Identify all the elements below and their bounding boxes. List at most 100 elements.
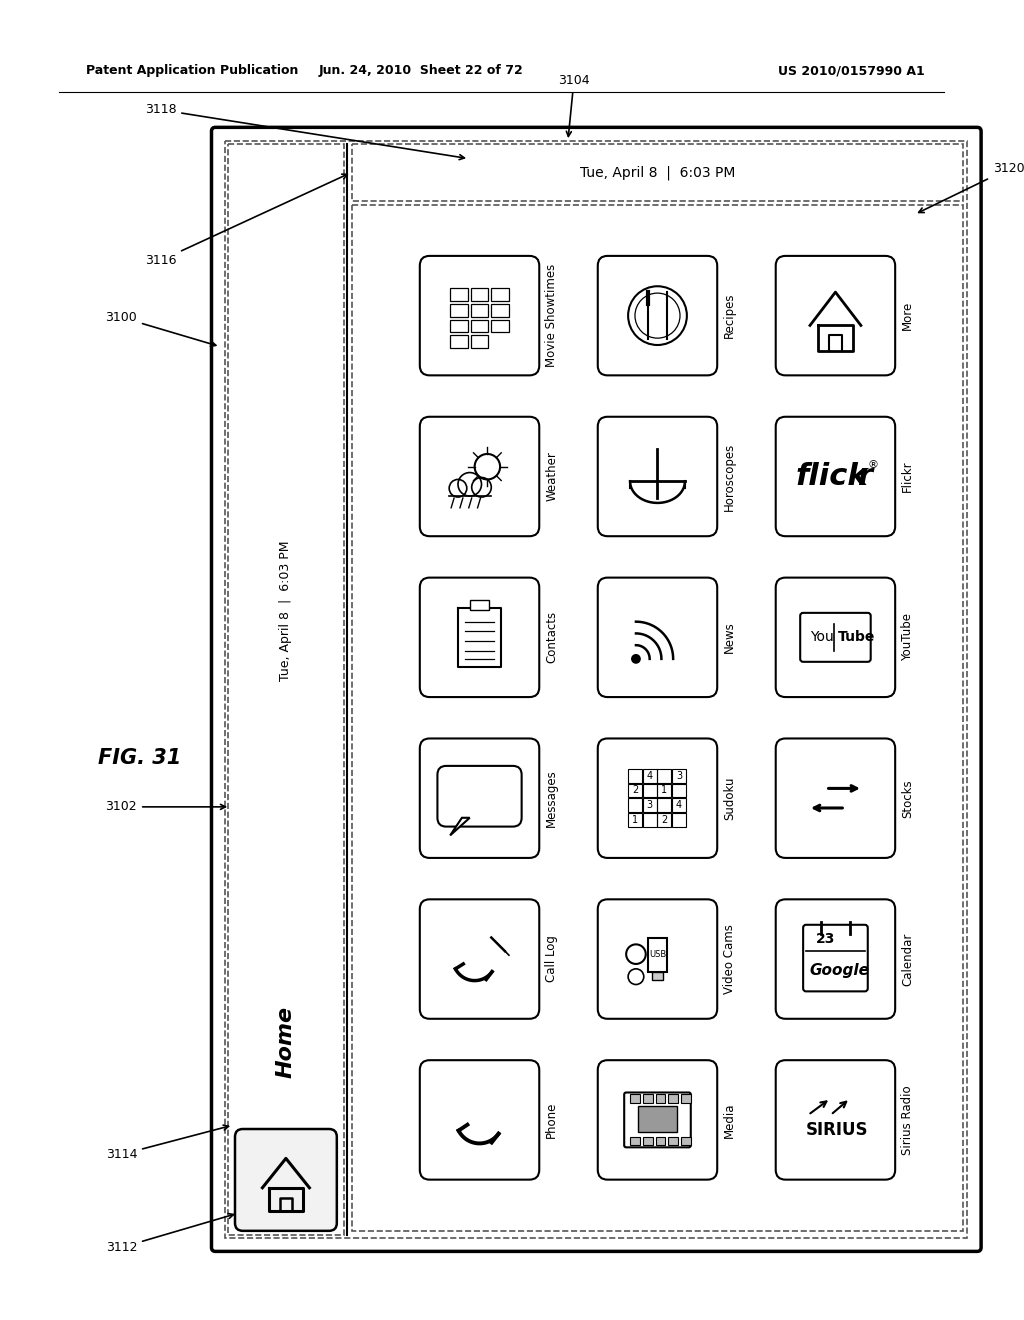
Text: Calendar: Calendar [901,932,914,986]
Bar [471,335,488,348]
Text: Media: Media [723,1102,736,1138]
Bar [451,304,468,317]
FancyBboxPatch shape [234,1129,337,1230]
Bar [471,304,488,317]
FancyBboxPatch shape [800,612,870,661]
Text: ®: ® [867,459,879,470]
Bar [643,1094,652,1104]
FancyBboxPatch shape [598,256,717,375]
Text: Weather: Weather [545,451,558,502]
Bar [628,768,642,783]
FancyBboxPatch shape [420,1060,540,1180]
Text: News: News [723,622,736,653]
FancyBboxPatch shape [598,738,717,858]
Text: 3: 3 [676,771,682,780]
Text: You: You [810,631,834,644]
Text: 3100: 3100 [105,310,216,346]
Bar [628,813,642,826]
Text: r: r [857,462,872,491]
Bar [225,141,968,1238]
Text: flick: flick [796,462,868,491]
Bar [451,335,468,348]
Bar [643,784,656,797]
Bar [628,784,642,797]
FancyBboxPatch shape [598,578,717,697]
Bar [471,319,488,333]
Text: 1: 1 [662,785,668,796]
Text: SIRIUS: SIRIUS [806,1121,868,1139]
FancyBboxPatch shape [420,256,540,375]
FancyBboxPatch shape [776,578,895,697]
Bar [492,288,509,301]
Text: 3116: 3116 [144,174,347,267]
Text: Contacts: Contacts [545,611,558,664]
Bar [669,1137,678,1146]
FancyBboxPatch shape [776,738,895,858]
Text: Recipes: Recipes [723,293,736,338]
FancyBboxPatch shape [776,256,895,375]
Text: Sudoku: Sudoku [723,776,736,820]
Text: 4: 4 [676,800,682,810]
Text: 3102: 3102 [105,800,225,813]
Bar [681,1094,691,1104]
Text: US 2010/0157990 A1: US 2010/0157990 A1 [778,65,926,77]
Bar [638,1106,677,1131]
Text: Movie Showtimes: Movie Showtimes [545,264,558,367]
Text: Tue, April 8  |  6:03 PM: Tue, April 8 | 6:03 PM [280,541,293,681]
Text: 3118: 3118 [144,103,465,160]
Text: Messages: Messages [545,770,558,828]
Bar [648,937,668,972]
FancyBboxPatch shape [598,417,717,536]
Bar [451,288,468,301]
Circle shape [631,653,641,664]
FancyBboxPatch shape [420,899,540,1019]
Bar [643,768,656,783]
Text: 2: 2 [662,814,668,825]
Text: Video Cams: Video Cams [723,924,736,994]
Bar [630,1137,640,1146]
Bar [672,799,686,812]
Bar [451,319,468,333]
Text: 23: 23 [816,932,836,946]
Bar [351,144,964,201]
Text: More: More [901,301,914,330]
Text: USB: USB [649,949,667,958]
Bar [657,813,671,826]
FancyBboxPatch shape [776,417,895,536]
Text: Tue, April 8  |  6:03 PM: Tue, April 8 | 6:03 PM [580,165,735,180]
FancyBboxPatch shape [803,925,867,991]
Text: Patent Application Publication: Patent Application Publication [86,65,299,77]
Text: Home: Home [275,1006,296,1078]
Text: FIG. 31: FIG. 31 [98,748,181,768]
Text: 3112: 3112 [105,1213,233,1254]
Bar [672,784,686,797]
Bar [351,205,964,1230]
Text: Flickr: Flickr [901,461,914,492]
Bar [471,288,488,301]
Text: 4: 4 [646,771,652,780]
FancyBboxPatch shape [420,738,540,858]
Text: 3120: 3120 [919,162,1024,213]
Text: Stocks: Stocks [901,779,914,817]
Text: YouTube: YouTube [901,614,914,661]
Text: Sirius Radio: Sirius Radio [901,1085,914,1155]
Bar [492,319,509,333]
Text: Phone: Phone [545,1102,558,1138]
Bar [655,1094,666,1104]
Bar [492,304,509,317]
Bar [643,799,656,812]
Text: Tube: Tube [838,631,874,644]
Bar [630,1094,640,1104]
FancyBboxPatch shape [776,1060,895,1180]
Bar [643,1137,652,1146]
Bar [651,972,664,979]
Bar [628,799,642,812]
Polygon shape [451,818,470,836]
Text: Google: Google [809,964,869,978]
Text: 1: 1 [632,814,638,825]
Text: 3114: 3114 [105,1125,228,1162]
Text: Call Log: Call Log [545,936,558,982]
FancyBboxPatch shape [437,766,521,826]
Bar [643,813,656,826]
FancyBboxPatch shape [776,899,895,1019]
